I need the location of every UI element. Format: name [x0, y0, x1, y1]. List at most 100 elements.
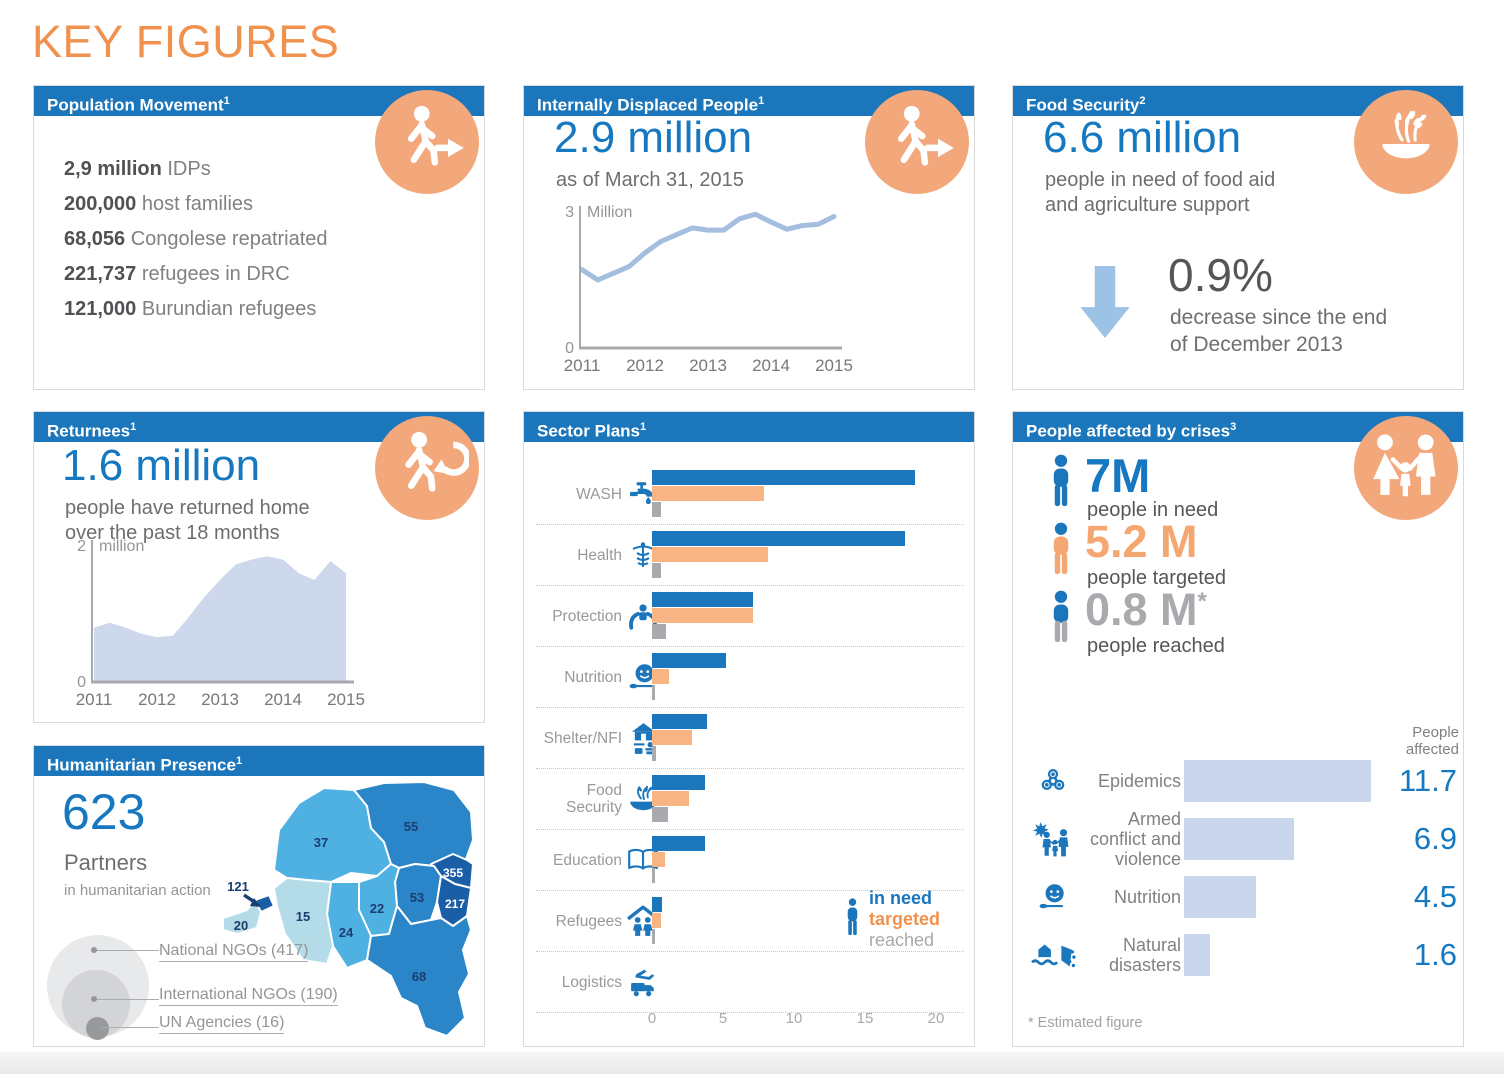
bar-targeted	[652, 547, 769, 562]
people-affected-value: 1.6	[1413, 937, 1457, 972]
footer-band	[0, 1052, 1504, 1074]
partners-label: Partners	[64, 850, 148, 875]
people-affected-bar	[1184, 876, 1256, 918]
sector-bar-group	[652, 653, 726, 701]
bar-in-need	[652, 592, 753, 607]
returnees-subhead-line2: over the past 18 months	[65, 522, 280, 544]
sector-bar-group	[652, 897, 662, 945]
y-axis-top-unit: million	[99, 538, 144, 555]
leader-line	[98, 1027, 159, 1028]
panel-header-humanitarian-presence: Humanitarian Presence1	[34, 746, 484, 776]
y-axis-top-value: 2	[77, 538, 86, 555]
people-affected-label: Armed conflict and violence	[1089, 809, 1181, 869]
stat-value: 121,000	[64, 298, 137, 320]
population-stat-row: 2,9 million IDPs	[64, 152, 328, 187]
province-label-maniema: 53	[410, 890, 424, 905]
idp-subhead: as of March 31, 2015	[556, 169, 744, 191]
panel-title-sup: 1	[130, 421, 137, 433]
y-axis-top-unit: Million	[587, 204, 632, 221]
returnees-headline: 1.6 million	[62, 441, 261, 490]
column-header-line1: People	[1412, 724, 1459, 741]
bar-in-need	[652, 470, 915, 485]
person-icon	[844, 897, 861, 942]
province-label-kasai-occidental: 24	[339, 925, 354, 940]
food-change-value: 0.9%	[1168, 249, 1273, 301]
panel-title: Sector Plans	[537, 421, 640, 441]
walking-person-icon	[875, 98, 959, 187]
panel-population-movement: Population Movement1 2,9 million IDPs 200…	[33, 85, 485, 390]
stat-label: Congolese repatriated	[125, 228, 328, 250]
sector-row: Education	[536, 830, 964, 891]
sector-row: Logistics	[536, 952, 964, 1013]
y-axis-bottom: 0	[77, 674, 86, 691]
leader-line	[94, 950, 159, 951]
people-affected-bar	[1184, 760, 1372, 802]
returning-person-badge	[375, 416, 479, 520]
province-bas-congo	[222, 899, 262, 935]
caduceus-icon	[626, 525, 660, 585]
people-affected-row: Armed conflict and violence 6.9	[1013, 809, 1463, 869]
bar-reached	[652, 685, 655, 700]
province-label-equateur: 37	[314, 835, 328, 850]
people-affected-label: Natural disasters	[1108, 935, 1181, 975]
leader-line	[94, 999, 159, 1000]
y-axis-top-value: 3	[565, 204, 574, 221]
bar-in-need	[652, 836, 705, 851]
panel-people-affected: People affected by crises3 7M people in …	[1012, 411, 1464, 1047]
people-affected-column-header: People affected	[1343, 724, 1459, 758]
x-tick: 2012	[138, 690, 176, 709]
footnote-estimated: * Estimated figure	[1028, 1015, 1143, 1031]
wheat-bowl-badge	[1354, 90, 1458, 194]
sector-bar-group	[652, 775, 705, 823]
panel-title-sup: 1	[223, 95, 230, 107]
sector-axis-tick: 15	[856, 1010, 874, 1027]
sector-bar-group	[652, 531, 905, 579]
bar-reached	[652, 929, 655, 944]
sector-axis-tick: 0	[647, 1010, 657, 1027]
stat-label: refugees in DRC	[136, 263, 290, 285]
label-national-ngos: National NGOs (417)	[159, 942, 309, 962]
people-in-need-label: people in need	[1087, 499, 1219, 521]
people-affected-bar	[1184, 818, 1295, 860]
person-blue-icon	[1049, 454, 1073, 513]
x-tick: 2013	[689, 356, 727, 375]
bar-in-need	[652, 775, 705, 790]
x-tick: 2013	[201, 690, 239, 709]
stat-value: 221,737	[64, 263, 137, 285]
label-un-agencies: UN Agencies (16)	[159, 1014, 285, 1034]
x-tick: 2014	[264, 690, 302, 709]
panel-title: Humanitarian Presence	[47, 755, 236, 775]
bar-in-need	[652, 897, 662, 912]
down-arrow-icon	[1079, 266, 1131, 345]
returnees-subhead: people have returned home over the past …	[65, 496, 310, 546]
people-reached-asterisk: *	[1197, 588, 1207, 615]
people-in-need-value: 7M	[1085, 449, 1151, 502]
armed-conflict-family-icon	[1027, 810, 1079, 868]
label-international-ngos: International NGOs (190)	[159, 986, 338, 1006]
sector-row: Food Security	[536, 769, 964, 830]
sector-row: Nutrition	[536, 647, 964, 708]
sector-bar-group	[652, 592, 753, 640]
returnees-subhead-line1: people have returned home	[65, 497, 310, 519]
x-tick: 2015	[327, 690, 365, 709]
line-series	[579, 211, 837, 283]
biohazard-icon	[1027, 752, 1079, 810]
panel-title: Food Security	[1026, 95, 1140, 115]
people-affected-bar	[1184, 934, 1210, 976]
sector-bars-chart: WASH Health Protection Nutrition Shelter/NFI…	[536, 464, 964, 1013]
panel-header-sector-plans: Sector Plans1	[524, 412, 974, 442]
people-affected-value: 6.9	[1413, 821, 1457, 856]
sector-bar-group	[652, 470, 915, 518]
sector-bar-group	[652, 714, 708, 762]
food-change-label: decrease since the end of December 2013	[1170, 304, 1387, 358]
bar-in-need	[652, 531, 905, 546]
legend-in-need: in need	[869, 888, 933, 908]
province-label-kasai-oriental: 22	[370, 901, 384, 916]
food-subhead-line1: people in need of food aid	[1045, 169, 1276, 191]
x-tick: 2015	[815, 356, 853, 375]
population-stat-row: 68,056 Congolese repatriated	[64, 222, 328, 257]
sector-label: Refugees	[555, 912, 622, 930]
panel-title-sup: 2	[1139, 95, 1146, 107]
